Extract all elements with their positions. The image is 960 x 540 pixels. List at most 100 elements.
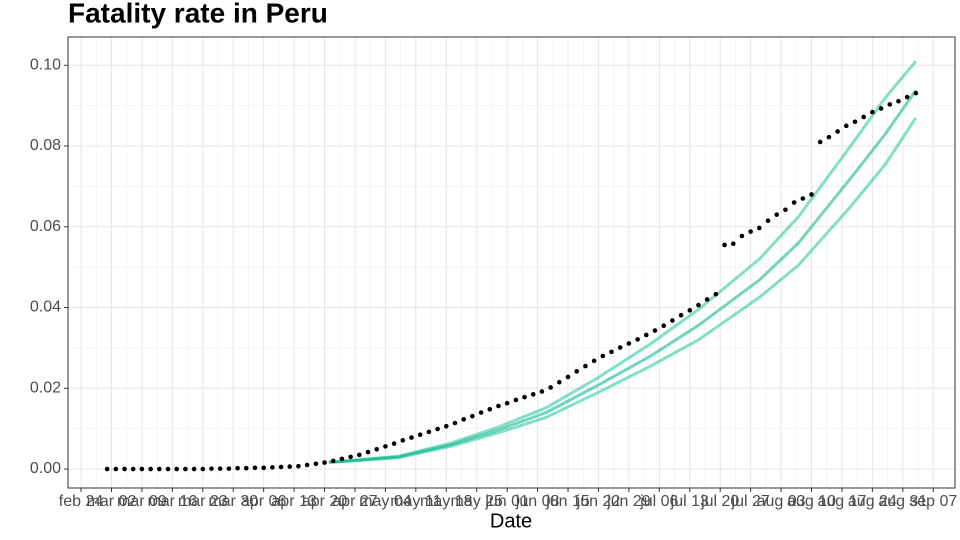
data-point xyxy=(487,406,493,412)
data-point xyxy=(852,119,858,125)
data-point xyxy=(687,308,693,313)
data-point xyxy=(183,466,188,472)
data-point xyxy=(357,452,362,458)
data-point xyxy=(661,323,666,328)
x-tick-label: apr 13 xyxy=(271,493,316,510)
data-point xyxy=(443,423,449,429)
x-tick-label: may 25 xyxy=(450,493,503,510)
data-point xyxy=(757,225,762,231)
data-point xyxy=(391,441,397,446)
data-point xyxy=(304,462,310,468)
data-point xyxy=(574,369,580,374)
data-point xyxy=(635,337,640,342)
data-point xyxy=(713,291,719,297)
data-point xyxy=(496,403,501,409)
data-point xyxy=(548,385,553,390)
data-point xyxy=(104,466,110,472)
x-tick-label: jun 15 xyxy=(545,493,590,510)
grid xyxy=(68,37,955,488)
data-point xyxy=(287,464,293,469)
x-tick-label: sep 07 xyxy=(909,493,957,510)
data-point xyxy=(452,420,458,426)
data-point xyxy=(748,229,753,234)
x-axis-title: Date xyxy=(490,510,532,532)
data-point xyxy=(417,432,423,438)
data-point xyxy=(113,466,119,472)
data-point xyxy=(313,461,319,467)
data-point xyxy=(539,389,545,394)
data-point xyxy=(504,400,510,406)
data-point xyxy=(591,358,597,364)
x-tick-label: mar 30 xyxy=(208,493,258,510)
x-tick-label: jul 27 xyxy=(731,493,770,510)
data-point xyxy=(617,345,623,350)
data-point xyxy=(200,466,206,472)
x-tick-label: may 18 xyxy=(420,493,473,510)
data-point xyxy=(148,466,153,472)
y-tick-label: 0.04 xyxy=(30,299,61,316)
data-point xyxy=(330,458,336,464)
chart-title: Fatality rate in Peru xyxy=(68,0,328,28)
data-point xyxy=(626,341,632,346)
model-line xyxy=(328,116,918,464)
data-point xyxy=(565,374,571,380)
x-tick-label: may 11 xyxy=(390,493,441,510)
x-tick-label: apr 20 xyxy=(302,493,347,510)
data-point xyxy=(139,466,145,472)
data-point xyxy=(296,463,301,469)
data-point xyxy=(530,392,536,397)
data-point xyxy=(322,460,327,465)
data-point xyxy=(696,302,701,308)
data-point xyxy=(765,218,771,224)
data-point xyxy=(270,465,275,470)
data-point xyxy=(461,417,466,422)
data-point xyxy=(678,312,684,318)
data-point xyxy=(583,363,588,369)
x-tick-label: feb 24 xyxy=(59,493,104,510)
x-tick-label: aug 10 xyxy=(787,493,836,510)
data-point xyxy=(165,466,171,472)
data-point xyxy=(383,444,388,449)
data-point xyxy=(870,109,875,115)
data-point xyxy=(374,446,380,452)
data-point xyxy=(896,98,901,104)
x-tick-label: aug 31 xyxy=(878,493,927,510)
x-tick-label: aug 17 xyxy=(817,493,866,510)
data-point xyxy=(252,465,258,471)
data-point xyxy=(609,349,614,355)
x-tick-label: may 04 xyxy=(359,493,412,510)
data-point xyxy=(722,242,727,248)
data-point xyxy=(730,241,736,247)
data-point xyxy=(243,465,249,471)
data-point xyxy=(878,106,884,111)
data-point xyxy=(800,196,806,201)
y-tick-label: 0.06 xyxy=(30,218,61,235)
data-point xyxy=(835,129,840,134)
data-point xyxy=(278,464,284,470)
x-tick-label: apr 06 xyxy=(241,493,286,510)
x-tick-label: aug 24 xyxy=(848,493,897,510)
data-point xyxy=(913,90,919,96)
x-tick-label: apr 27 xyxy=(332,493,377,510)
data-point xyxy=(435,426,440,432)
data-point xyxy=(513,397,519,403)
data-point xyxy=(809,192,814,197)
data-point xyxy=(217,466,223,471)
data-point xyxy=(470,413,475,419)
data-point xyxy=(174,466,180,472)
data-point xyxy=(339,456,345,462)
data-point xyxy=(557,379,562,385)
model-line xyxy=(328,60,918,464)
data-point xyxy=(130,466,136,472)
x-tick-label: mar 23 xyxy=(178,493,228,510)
data-point xyxy=(122,466,127,472)
x-tick-label: jul 13 xyxy=(670,493,709,510)
data-point xyxy=(157,466,162,472)
data-point xyxy=(843,123,849,129)
x-tick-label: jul 06 xyxy=(639,493,678,510)
data-point xyxy=(348,454,353,460)
data-point xyxy=(235,465,240,471)
data-point xyxy=(191,466,197,472)
x-tick-label: jul 20 xyxy=(700,493,739,510)
y-tick-label: 0.00 xyxy=(30,460,61,477)
